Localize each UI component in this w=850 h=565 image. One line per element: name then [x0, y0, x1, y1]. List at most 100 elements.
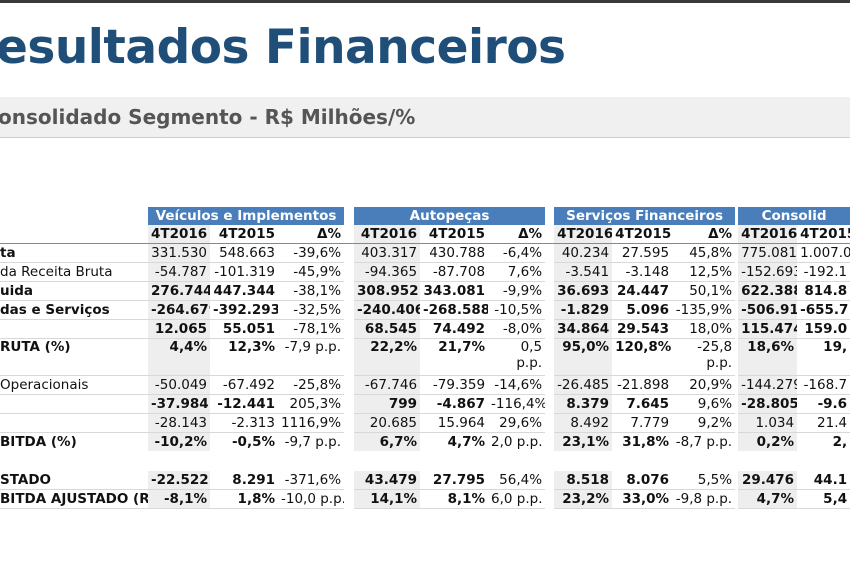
value-cell: -9,7 p.p.	[278, 432, 345, 462]
gap-cell	[545, 244, 554, 263]
column-header: 4T2015	[612, 225, 673, 244]
value-cell: 95,0%	[554, 338, 613, 376]
gap-cell	[545, 433, 554, 462]
value-cell: -12.441	[210, 394, 278, 414]
gap-cell	[344, 451, 355, 490]
value-cell: 56,4%	[488, 451, 546, 490]
gap-cell	[545, 339, 554, 376]
value-cell: -240.406	[354, 300, 421, 320]
value-cell: 36.693	[554, 281, 613, 301]
row-label	[0, 319, 148, 339]
value-cell: 9,6%	[672, 394, 736, 414]
column-header: 4T2016	[148, 225, 210, 244]
column-header: Δ%	[278, 225, 345, 244]
value-cell: 9,2%	[672, 413, 736, 433]
gap-cell	[545, 263, 554, 282]
table-row: RUTA (%) 4,4% 12,3% -7,9 p.p. 22,2% 21,7% 0,5 …	[0, 338, 850, 376]
value-cell: 29.543	[612, 319, 673, 339]
gap-cell	[545, 490, 554, 509]
table-row: Veículos e Implementos Autopeças Serviços …	[0, 207, 850, 225]
value-cell: -79.359	[420, 375, 489, 395]
value-cell: 814.8	[797, 281, 850, 301]
value-cell: 40.234	[554, 243, 613, 263]
table-row: Operacionais -50.049 -67.492 -25,8% -67.746-…	[0, 375, 850, 395]
table-row: da Receita Bruta -54.787 -101.319 -45,9% -94…	[0, 262, 850, 282]
value-cell: 548.663	[210, 243, 278, 263]
value-cell: -2.313	[210, 413, 278, 433]
value-cell: 1.034	[738, 413, 798, 433]
empty-cell	[0, 225, 148, 244]
value-cell: 276.744	[148, 281, 210, 301]
column-header: 4T2016	[554, 225, 613, 244]
value-cell: -28.143	[148, 413, 210, 433]
gap-cell	[344, 490, 354, 509]
gap-cell	[344, 395, 354, 414]
gap-cell	[545, 282, 554, 301]
row-label: STADO	[0, 451, 148, 490]
value-cell: 622.388	[738, 281, 798, 301]
value-cell: -78,1%	[278, 319, 345, 339]
value-cell: -268.588	[420, 300, 489, 320]
column-header: Δ%	[672, 225, 736, 244]
gap-cell	[344, 376, 354, 395]
value-cell: -3.541	[554, 262, 613, 282]
value-cell: 19,	[797, 338, 850, 376]
value-cell: -22.522	[148, 451, 210, 490]
value-cell: -9,8 p.p.	[672, 489, 736, 509]
value-cell: -10,5%	[488, 300, 546, 320]
value-cell: 1.007.0	[797, 243, 850, 263]
value-cell: 2,0 p.p.	[488, 432, 546, 462]
value-cell: 8.076	[612, 451, 673, 490]
value-cell: 343.081	[420, 281, 489, 301]
value-cell: 430.788	[420, 243, 489, 263]
value-cell: 1,8%	[210, 489, 278, 509]
gap-cell	[344, 320, 354, 339]
value-cell: 7,6%	[488, 262, 546, 282]
value-cell: -144.279	[738, 375, 798, 395]
group-header: Consolid	[738, 207, 850, 225]
gap-cell	[545, 207, 554, 225]
value-cell: -50.049	[148, 375, 210, 395]
value-cell: 45,8%	[672, 243, 736, 263]
value-cell: -28.805	[738, 394, 798, 414]
table-row: das e Serviços-264.679-392.293-32,5% -240…	[0, 300, 850, 320]
value-cell: 7.645	[612, 394, 673, 414]
value-cell: 12,5%	[672, 262, 736, 282]
value-cell: 50,1%	[672, 281, 736, 301]
gap-cell	[545, 395, 554, 414]
value-cell: 403.317	[354, 243, 421, 263]
gap-cell	[344, 225, 355, 244]
value-cell: -67.746	[354, 375, 421, 395]
value-cell: -371,6%	[278, 451, 345, 490]
value-cell: -6,4%	[488, 243, 546, 263]
value-cell: 8.379	[554, 394, 613, 414]
value-cell: -1.829	[554, 300, 613, 320]
value-cell: -14,6%	[488, 375, 546, 395]
value-cell: -45,9%	[278, 262, 345, 282]
value-cell: 43.479	[354, 451, 421, 490]
value-cell: -67.492	[210, 375, 278, 395]
subtitle-band: onsolidado Segmento - R$ Milhões/%	[0, 97, 850, 138]
value-cell: -4.867	[420, 394, 489, 414]
value-cell: 8.492	[554, 413, 613, 433]
value-cell: 23,2%	[554, 489, 613, 509]
value-cell: 5,5%	[672, 451, 736, 490]
value-cell: -9.6	[797, 394, 850, 414]
value-cell: 31,8%	[612, 432, 673, 462]
gap-cell	[735, 225, 739, 244]
value-cell: 23,1%	[554, 432, 613, 462]
row-label: Operacionais	[0, 375, 148, 395]
value-cell: 27.795	[420, 451, 489, 490]
value-cell: 8.518	[554, 451, 613, 490]
value-cell: 14,1%	[354, 489, 421, 509]
value-cell: 120,8%	[612, 338, 673, 376]
value-cell: 68.545	[354, 319, 421, 339]
table-row: -28.143 -2.313 1116,9% 20.685 15.964 29,6% 8.4…	[0, 413, 850, 433]
value-cell: -8,7 p.p.	[672, 432, 736, 462]
value-cell: 21.4	[797, 413, 850, 433]
value-cell: 55.051	[210, 319, 278, 339]
value-cell: 4,7%	[738, 489, 798, 509]
column-header: Δ%	[488, 225, 546, 244]
value-cell: 29,6%	[488, 413, 546, 433]
value-cell: -21.898	[612, 375, 673, 395]
